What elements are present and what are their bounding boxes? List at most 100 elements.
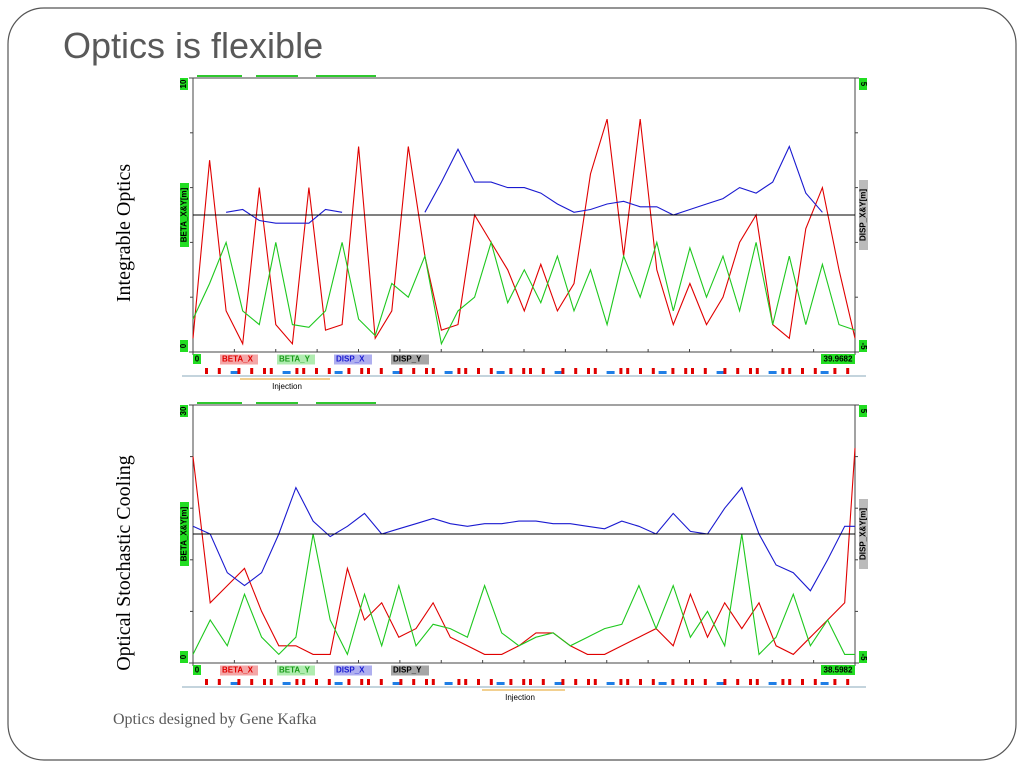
- magnet: [755, 679, 759, 685]
- magnet: [574, 368, 578, 374]
- series-line: [226, 145, 823, 224]
- magnet: [626, 679, 630, 685]
- magnet: [671, 368, 675, 374]
- magnet: [379, 368, 383, 374]
- magnet: [723, 679, 727, 685]
- magnet: [788, 679, 792, 685]
- y2-tick-box: [859, 651, 867, 663]
- magnet: [457, 368, 461, 374]
- magnet: [217, 679, 221, 685]
- magnet: [392, 371, 401, 374]
- x-tick-label: 38.5982: [824, 666, 853, 675]
- x-tick-label: 39.9682: [824, 355, 853, 364]
- y2-axis-label: DISP_X&Y[m]: [859, 189, 868, 241]
- magnet: [619, 368, 623, 374]
- magnet: [813, 368, 817, 374]
- magnet: [522, 679, 526, 685]
- legend-swatch: [220, 665, 258, 676]
- slide-title: Optics is flexible: [63, 25, 323, 66]
- magnet: [315, 679, 318, 685]
- magnet: [813, 679, 817, 685]
- series-line: [192, 118, 856, 346]
- y2-tick-box: [859, 340, 867, 352]
- y-tick-box: [180, 78, 188, 90]
- y-axis-label: BETA_X&Y[m]: [180, 506, 189, 561]
- magnet: [431, 679, 435, 685]
- magnet: [820, 682, 829, 685]
- magnet: [684, 368, 688, 374]
- slide-border: [7, 7, 1017, 761]
- top-marker: [197, 75, 242, 77]
- legend-label: BETA_Y: [279, 666, 311, 675]
- magnet: [522, 368, 526, 374]
- top-marker: [256, 402, 298, 404]
- magnet: [749, 368, 752, 374]
- magnet: [282, 682, 291, 685]
- magnet: [295, 368, 299, 374]
- legend-label: DISP_X: [336, 355, 365, 364]
- magnet: [606, 371, 615, 374]
- series-line: [192, 240, 856, 346]
- legend-swatch: [391, 665, 429, 676]
- side-label: Optical Stochastic Cooling: [113, 455, 135, 671]
- side-label: Integrable Optics: [113, 164, 135, 302]
- magnet: [820, 371, 829, 374]
- magnet: [561, 679, 565, 685]
- magnet: [327, 679, 331, 685]
- y2-tick-label: 5: [859, 409, 868, 414]
- magnet: [496, 682, 505, 685]
- y-tick-box: [180, 651, 188, 663]
- magnet: [684, 679, 688, 685]
- magnet: [554, 682, 563, 685]
- y-axis-label: BETA_X&Y[m]: [180, 187, 189, 242]
- top-marker: [316, 75, 376, 77]
- magnet: [399, 679, 403, 685]
- magnet: [360, 679, 364, 685]
- magnet: [347, 368, 351, 374]
- magnet: [302, 368, 306, 374]
- legend-swatch: [334, 665, 372, 676]
- magnet: [651, 368, 655, 374]
- magnet: [749, 679, 752, 685]
- magnet: [593, 679, 597, 685]
- magnet: [425, 679, 428, 685]
- y2-tick-box: [859, 78, 867, 90]
- legend-swatch: [220, 354, 258, 365]
- y-tick-box: [180, 340, 188, 352]
- magnet: [574, 679, 578, 685]
- magnet: [833, 679, 837, 685]
- legend-label: DISP_Y: [393, 355, 422, 364]
- x-tick-box: [193, 665, 201, 675]
- top-marker: [256, 75, 298, 77]
- magnet: [736, 368, 740, 374]
- injection-label: Injection: [272, 382, 302, 391]
- magnet: [347, 679, 351, 685]
- magnet: [716, 682, 725, 685]
- y-label-box: [180, 502, 189, 566]
- magnet: [464, 679, 468, 685]
- magnet: [691, 368, 694, 374]
- magnet: [250, 679, 254, 685]
- magnet: [263, 368, 266, 374]
- magnet: [619, 679, 623, 685]
- magnet: [392, 682, 401, 685]
- magnet: [399, 368, 403, 374]
- y2-tick-label: -5: [859, 653, 868, 661]
- x-tick-box: [193, 354, 201, 364]
- magnet: [477, 368, 480, 374]
- magnet: [781, 368, 785, 374]
- magnet: [334, 682, 343, 685]
- magnet: [801, 679, 804, 685]
- magnet: [412, 679, 416, 685]
- x-tick-label: 0: [195, 355, 200, 364]
- magnet: [755, 368, 759, 374]
- magnet: [412, 368, 416, 374]
- x-tick-box: [821, 354, 855, 364]
- magnet: [464, 368, 468, 374]
- y-tick-label: 0: [179, 343, 188, 348]
- magnet: [425, 368, 428, 374]
- magnet: [626, 368, 630, 374]
- y2-axis-label: DISP_X&Y[m]: [859, 508, 868, 560]
- y2-tick-label: 5: [859, 82, 868, 87]
- magnet: [781, 679, 785, 685]
